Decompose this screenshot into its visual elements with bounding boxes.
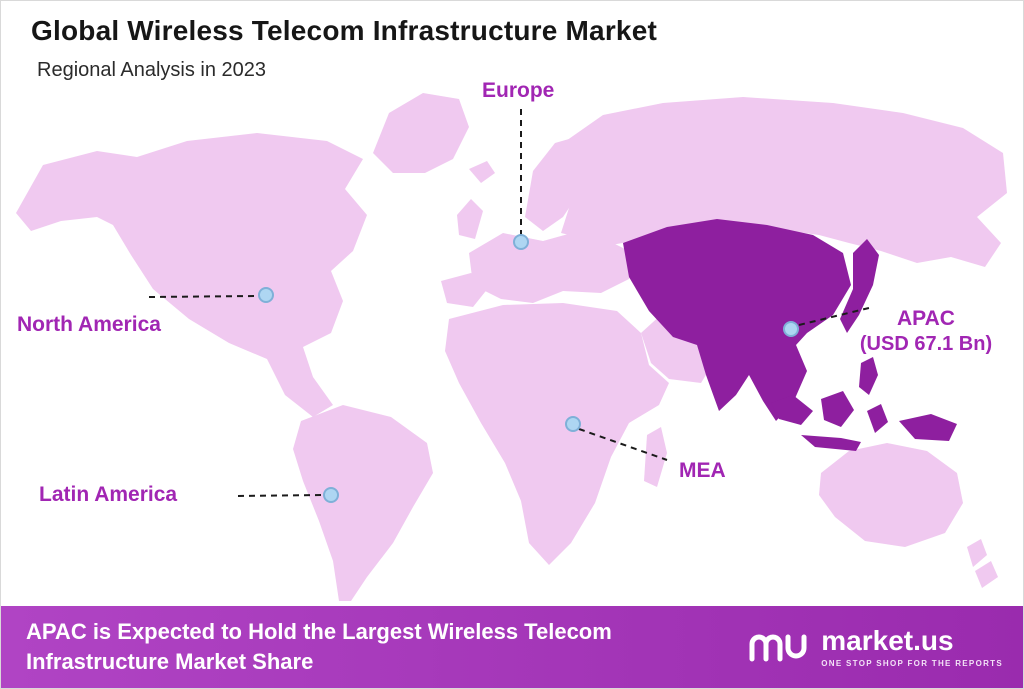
region-label-mea: MEA [679, 459, 726, 482]
region-apac-sulawesi [867, 404, 888, 433]
page-subtitle: Regional Analysis in 2023 [37, 59, 267, 81]
brand-name: market.us [821, 624, 954, 656]
region-marker-mea [565, 416, 581, 432]
brand-text: market.us ONE STOP SHOP FOR THE REPORTS [821, 624, 1003, 668]
landmass-uk [457, 199, 483, 239]
region-label-europe: Europe [482, 79, 555, 102]
region-apac-highlight [623, 219, 851, 421]
landmass-europe [469, 231, 637, 303]
leader-line-mea [578, 428, 668, 461]
region-apac-japan [840, 239, 879, 333]
landmass-australia [819, 443, 963, 547]
market-us-logo-icon [749, 634, 807, 662]
region-label-latin-america: Latin America [39, 483, 178, 506]
landmass-iceland [469, 161, 495, 183]
page-title: Global Wireless Telecom Infrastructure M… [31, 15, 657, 46]
region-marker-north-america [258, 287, 274, 303]
region-apac-new-guinea [899, 414, 957, 441]
brand-tagline: ONE STOP SHOP FOR THE REPORTS [821, 658, 1003, 668]
region-apac-sumatra [771, 395, 813, 425]
region-label-apac-value: (USD 67.1 Bn) [859, 333, 993, 355]
landmass-greenland [373, 93, 469, 173]
landmass-northern-eurasia [561, 97, 1007, 267]
region-marker-europe [513, 234, 529, 250]
landmass-south-america [293, 405, 433, 601]
region-apac-borneo [821, 391, 854, 427]
footer-banner: APAC is Expected to Hold the Largest Wir… [1, 606, 1023, 688]
footer-headline: APAC is Expected to Hold the Largest Wir… [26, 619, 612, 674]
region-apac-java [801, 435, 861, 451]
landmass-africa [445, 303, 669, 565]
leader-line-north-america [148, 295, 258, 298]
leader-line-apac [798, 306, 874, 326]
region-label-north-america: North America [17, 313, 161, 336]
landmass-north-america [16, 133, 367, 417]
region-marker-latin-america [323, 487, 339, 503]
region-label-apac: APAC (USD 67.1 Bn) [831, 307, 1021, 356]
landmass-iberia [441, 273, 489, 307]
brand-block: market.us ONE STOP SHOP FOR THE REPORTS [747, 624, 1003, 668]
region-apac-philippines [859, 357, 878, 395]
leader-line-latin-america [237, 494, 322, 497]
region-marker-apac [783, 321, 799, 337]
region-label-apac-name: APAC [897, 307, 955, 330]
landmass-new-zealand [967, 539, 998, 588]
